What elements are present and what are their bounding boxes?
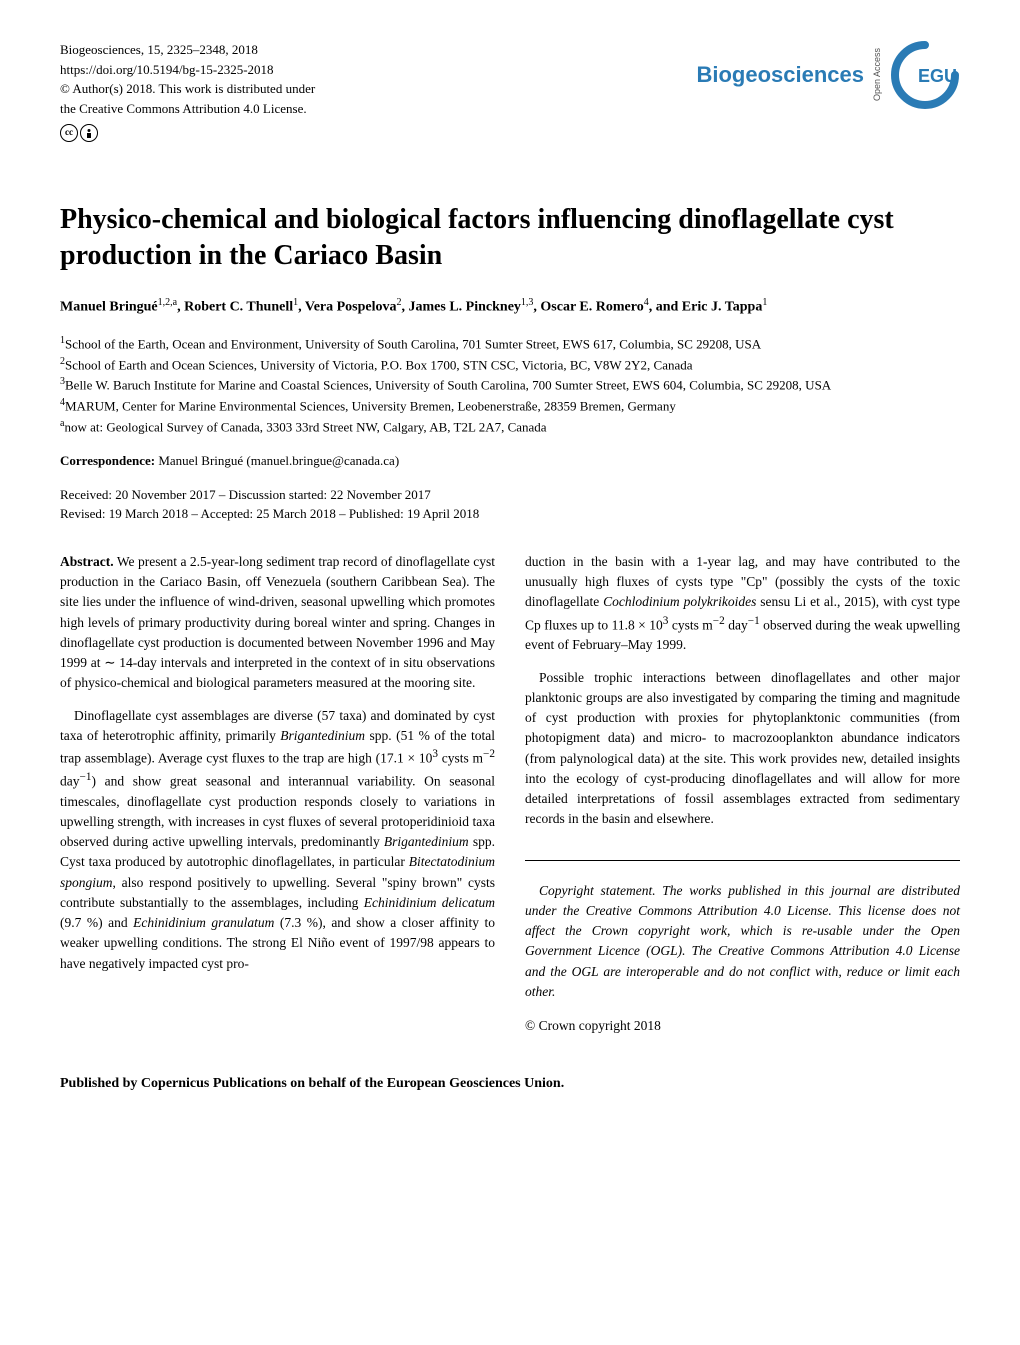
two-column-body: Abstract. We present a 2.5-year-long sed… xyxy=(60,552,960,1037)
affiliation-now-at: anow at: Geological Survey of Canada, 33… xyxy=(60,416,960,437)
header-row: Biogeosciences, 15, 2325–2348, 2018 http… xyxy=(60,40,960,142)
license-line: the Creative Commons Attribution 4.0 Lic… xyxy=(60,99,315,119)
left-column: Abstract. We present a 2.5-year-long sed… xyxy=(60,552,495,1037)
dates-line1: Received: 20 November 2017 – Discussion … xyxy=(60,485,960,505)
citation: Biogeosciences, 15, 2325–2348, 2018 xyxy=(60,40,315,60)
correspondence: Correspondence: Manuel Bringué (manuel.b… xyxy=(60,453,960,469)
correspondence-label: Correspondence: xyxy=(60,453,155,468)
dates-line2: Revised: 19 March 2018 – Accepted: 25 Ma… xyxy=(60,504,960,524)
dates: Received: 20 November 2017 – Discussion … xyxy=(60,485,960,524)
cc-badge: cc xyxy=(60,124,98,142)
abstract-text1: We present a 2.5-year-long sediment trap… xyxy=(60,554,495,691)
doi: https://doi.org/10.5194/bg-15-2325-2018 xyxy=(60,60,315,80)
logo-block: Biogeosciences Open Access EGU xyxy=(696,40,960,110)
affiliations: 1School of the Earth, Ocean and Environm… xyxy=(60,333,960,437)
affiliation-1: 1School of the Earth, Ocean and Environm… xyxy=(60,333,960,354)
correspondence-text: Manuel Bringué (manuel.bringue@canada.ca… xyxy=(158,453,399,468)
egu-logo-icon: EGU xyxy=(890,40,960,110)
article-title: Physico-chemical and biological factors … xyxy=(60,202,960,275)
journal-info: Biogeosciences, 15, 2325–2348, 2018 http… xyxy=(60,40,315,142)
footer: Published by Copernicus Publications on … xyxy=(60,1076,960,1092)
abstract-label: Abstract. xyxy=(60,554,114,569)
affiliation-2: 2School of Earth and Ocean Sciences, Uni… xyxy=(60,354,960,375)
copyright-stmt-text: The works published in this journal are … xyxy=(525,883,960,999)
right-column: duction in the basin with a 1-year lag, … xyxy=(525,552,960,1037)
affiliation-4: 4MARUM, Center for Marine Environmental … xyxy=(60,395,960,416)
divider xyxy=(525,860,960,861)
right-para1: duction in the basin with a 1-year lag, … xyxy=(525,552,960,656)
by-icon xyxy=(80,124,98,142)
abstract-para2: Dinoflagellate cyst assemblages are dive… xyxy=(60,706,495,974)
affiliation-3: 3Belle W. Baruch Institute for Marine an… xyxy=(60,374,960,395)
svg-text:EGU: EGU xyxy=(918,66,957,86)
authors: Manuel Bringué1,2,a, Robert C. Thunell1,… xyxy=(60,295,960,319)
abstract-para1: Abstract. We present a 2.5-year-long sed… xyxy=(60,552,495,694)
crown-copyright: © Crown copyright 2018 xyxy=(525,1016,960,1036)
open-access-label: Open Access xyxy=(872,48,882,101)
copyright-stmt-label: Copyright statement. xyxy=(539,883,656,898)
cc-icon: cc xyxy=(60,124,78,142)
right-para2: Possible trophic interactions between di… xyxy=(525,668,960,830)
copyright-line: © Author(s) 2018. This work is distribut… xyxy=(60,79,315,99)
copyright-statement: Copyright statement. The works published… xyxy=(525,881,960,1003)
journal-name: Biogeosciences xyxy=(696,62,864,88)
